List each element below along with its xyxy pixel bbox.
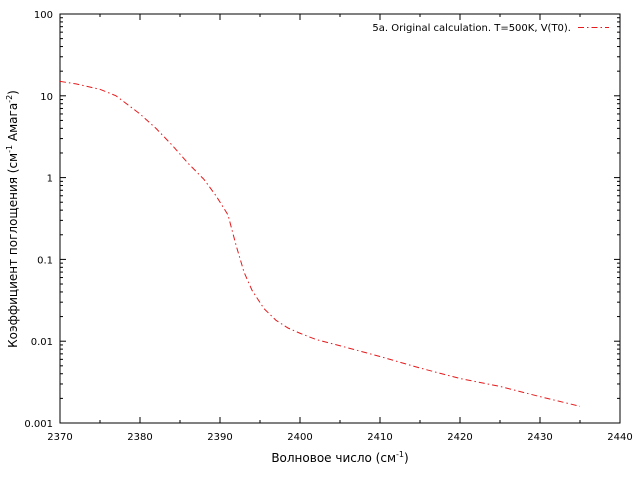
y-axis-label-sup2: -2 bbox=[5, 95, 14, 103]
y-tick-label: 0.001 bbox=[24, 419, 53, 430]
x-tick-label: 2390 bbox=[207, 432, 232, 443]
x-tick-label: 2400 bbox=[287, 432, 312, 443]
series-line-0 bbox=[59, 80, 581, 407]
x-axis-label-main: Волновое число (см bbox=[271, 451, 396, 465]
y-tick-label: 100 bbox=[34, 10, 53, 21]
legend: 5a. Original calculation. T=500K, V(T0). bbox=[372, 23, 609, 34]
y-tick-label: 0.01 bbox=[31, 337, 53, 348]
series bbox=[59, 80, 581, 407]
x-axis-label-end: ) bbox=[404, 451, 409, 465]
y-axis-label-mid: Амага bbox=[6, 103, 20, 145]
y-tick-label: 1 bbox=[47, 174, 53, 185]
legend-label-0: 5a. Original calculation. T=500K, V(T0). bbox=[372, 23, 571, 34]
x-tick-label: 2410 bbox=[367, 432, 392, 443]
y-axis-label-main: Коэффициент поглощения (см bbox=[6, 153, 20, 348]
ticks: 2370 2380 2390 2400 2410 2420 2430 2440 0.001 0.0… bbox=[24, 10, 632, 443]
x-tick-label: 2420 bbox=[447, 432, 472, 443]
y-axis-label-sup1: -1 bbox=[5, 145, 14, 153]
axes bbox=[59, 13, 621, 424]
x-tick-label: 2440 bbox=[607, 432, 632, 443]
x-axis-label-sup: -1 bbox=[396, 450, 404, 459]
plot-frame bbox=[59, 13, 621, 424]
x-tick-label: 2370 bbox=[47, 432, 72, 443]
x-axis-label: Волновое число (см-1) bbox=[271, 450, 408, 465]
y-tick-label: 0.1 bbox=[37, 255, 53, 266]
y-axis-label: Коэффициент поглощения (см-1 Амага-2) bbox=[5, 90, 20, 348]
x-tick-label: 2380 bbox=[127, 432, 152, 443]
x-tick-label: 2430 bbox=[527, 432, 552, 443]
y-axis-label-end: ) bbox=[6, 90, 20, 95]
y-tick-label: 10 bbox=[40, 92, 53, 103]
